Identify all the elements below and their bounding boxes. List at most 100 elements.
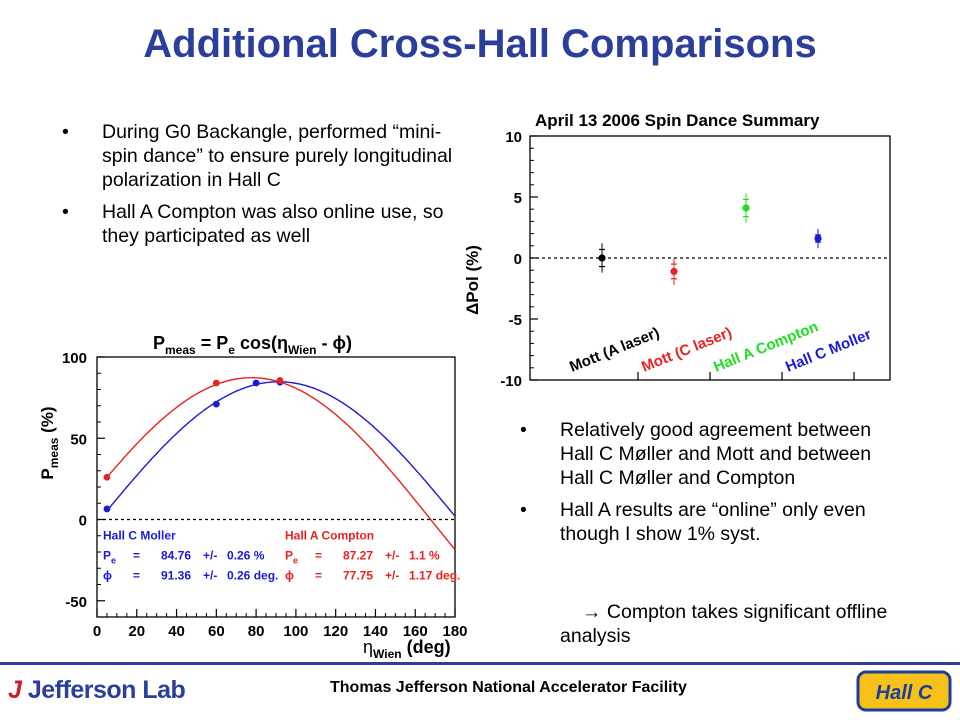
hallc-badge-shape [856,670,952,712]
pm-x-tick-label: 100 [283,623,308,640]
pm-legend-value: 84.76 [161,549,191,563]
pm-legend-value: 77.75 [343,569,373,583]
bullet-dot: • [520,499,527,521]
pm-legend-error: 0.26 % [227,549,265,563]
spin-y-tick-label: 0 [514,251,522,268]
legend-symbol: ϕ [285,569,294,583]
hall-c-logo: Hall C [856,670,952,712]
pm-y-tick-label: -50 [65,594,87,611]
pm-point [103,473,111,481]
jlab-mark-icon: J [8,676,22,704]
bullet-item: • During G0 Backangle, performed “mini-sp… [62,120,457,192]
spin-point [598,254,606,262]
pm-legend-pm: +/- [385,549,399,563]
pm-legend-eq: = [133,569,140,583]
pm-point [276,377,284,384]
pm-legend-eq: = [315,549,322,563]
ylabel-part: P [38,468,57,479]
pm-y-tick-label: 100 [62,350,87,367]
legend-sub: e [293,556,298,566]
hallc-logo-text: Hall C [876,682,933,704]
pm-series-line [106,381,455,517]
legend-symbol: P [285,549,293,563]
spin-dance-chart: April 13 2006 Spin Dance Summary ΔPol (%… [465,111,891,390]
title-part: cos(η [235,333,288,353]
pm-legend-row: Pe [285,549,298,566]
pm-y-tick-label: 50 [70,431,87,448]
bullet-dot: • [62,201,69,223]
pm-legend-error: 1.1 % [409,549,440,563]
bullet-text: Hall A Compton was also online use, so t… [102,201,444,247]
slide-title: Additional Cross-Hall Comparisons [143,22,817,66]
pm-x-axis-label: ηWien (deg) [363,637,451,660]
spin-point [814,234,822,243]
bullet-item: • Relatively good agreement between Hall … [520,418,900,490]
pm-x-tick-label: 0 [93,623,101,640]
title-sub: Wien [288,343,317,357]
pm-legend-pm: +/- [385,569,399,583]
spin-chart-title: April 13 2006 Spin Dance Summary [535,111,820,130]
title-sub: e [228,343,235,357]
pm-legend-pm: +/- [203,569,217,583]
pm-legend-row: ϕ [103,569,112,583]
pm-x-tick-label: 160 [403,623,428,640]
spin-y-tick-label: 10 [505,129,522,146]
spin-y-axis-label: ΔPol (%) [465,245,482,315]
facility-name: Thomas Jefferson National Accelerator Fa… [330,679,687,696]
ylabel-part: (%) [38,406,57,437]
bullet-dot: • [62,121,69,143]
pmeas-chart: Pmeas = Pe cos(ηWien - ϕ) Pmeas (%) ηWie… [38,333,468,660]
pm-point [103,505,111,513]
bullet-text: During G0 Backangle, performed “mini-spi… [102,121,453,191]
pm-point [212,379,220,387]
title-part: - ϕ) [317,333,352,353]
spin-point [742,204,750,212]
bullet-item: • Hall A results are “online” only even t… [520,498,900,546]
xlabel-sub: Wien [373,647,402,660]
right-bullet-list: • Relatively good agreement between Hall … [520,418,900,554]
legend-sub: e [111,556,116,566]
spin-y-tick-label: -5 [509,312,522,329]
pm-legend-title: Hall C Moller [103,529,176,543]
pm-y-axis-label: Pmeas (%) [38,406,61,479]
bullet-item: • Hall A Compton was also online use, so … [62,200,457,248]
pm-legend-value: 91.36 [161,569,191,583]
title-part: P [153,333,165,353]
logo-text: Jefferson Lab [27,676,186,704]
pm-point [212,400,220,408]
arrow-icon: → [582,601,602,623]
pm-x-tick-label: 180 [442,623,467,640]
svg-text:Pmeas (%): Pmeas (%) [38,406,61,479]
xlabel-part: (deg) [402,637,451,657]
pm-x-tick-label: 80 [248,623,265,640]
title-sub: meas [165,343,196,357]
title-part: = P [196,333,229,353]
pm-legend-error: 0.26 deg. [227,569,278,583]
xlabel-part: η [363,637,373,657]
pm-series-line [106,377,455,551]
pm-x-tick-label: 140 [363,623,388,640]
pm-legend-eq: = [315,569,322,583]
bullet-text: Hall A results are “online” only even th… [560,499,866,545]
sub-note-text: Compton takes significant offline analys… [560,601,888,647]
legend-symbol: P [103,549,111,563]
pm-legend-error: 1.17 deg. [409,569,460,583]
jefferson-lab-logo: J Jefferson Lab [8,676,186,705]
spin-y-tick-label: -10 [500,373,522,390]
pm-legend-value: 87.27 [343,549,373,563]
left-bullet-list: • During G0 Backangle, performed “mini-sp… [62,120,457,256]
pm-legend-pm: +/- [203,549,217,563]
pm-x-tick-label: 20 [128,623,145,640]
footer-divider [0,662,960,665]
pm-x-tick-label: 60 [208,623,225,640]
ylabel-sub: meas [47,437,61,468]
spin-point [670,267,678,276]
pm-legend-row: ϕ [285,569,294,583]
pm-x-tick-label: 120 [323,623,348,640]
pm-legend-eq: = [133,549,140,563]
pm-data-layer: 0 20 40 60 80 100 120 140 160 180 100 50 0 -50 Hall C … [62,350,468,640]
pm-legend-title: Hall A Compton [285,529,374,543]
sub-note: → Compton takes significant offline anal… [560,600,900,648]
spin-y-tick-label: 5 [514,190,522,207]
